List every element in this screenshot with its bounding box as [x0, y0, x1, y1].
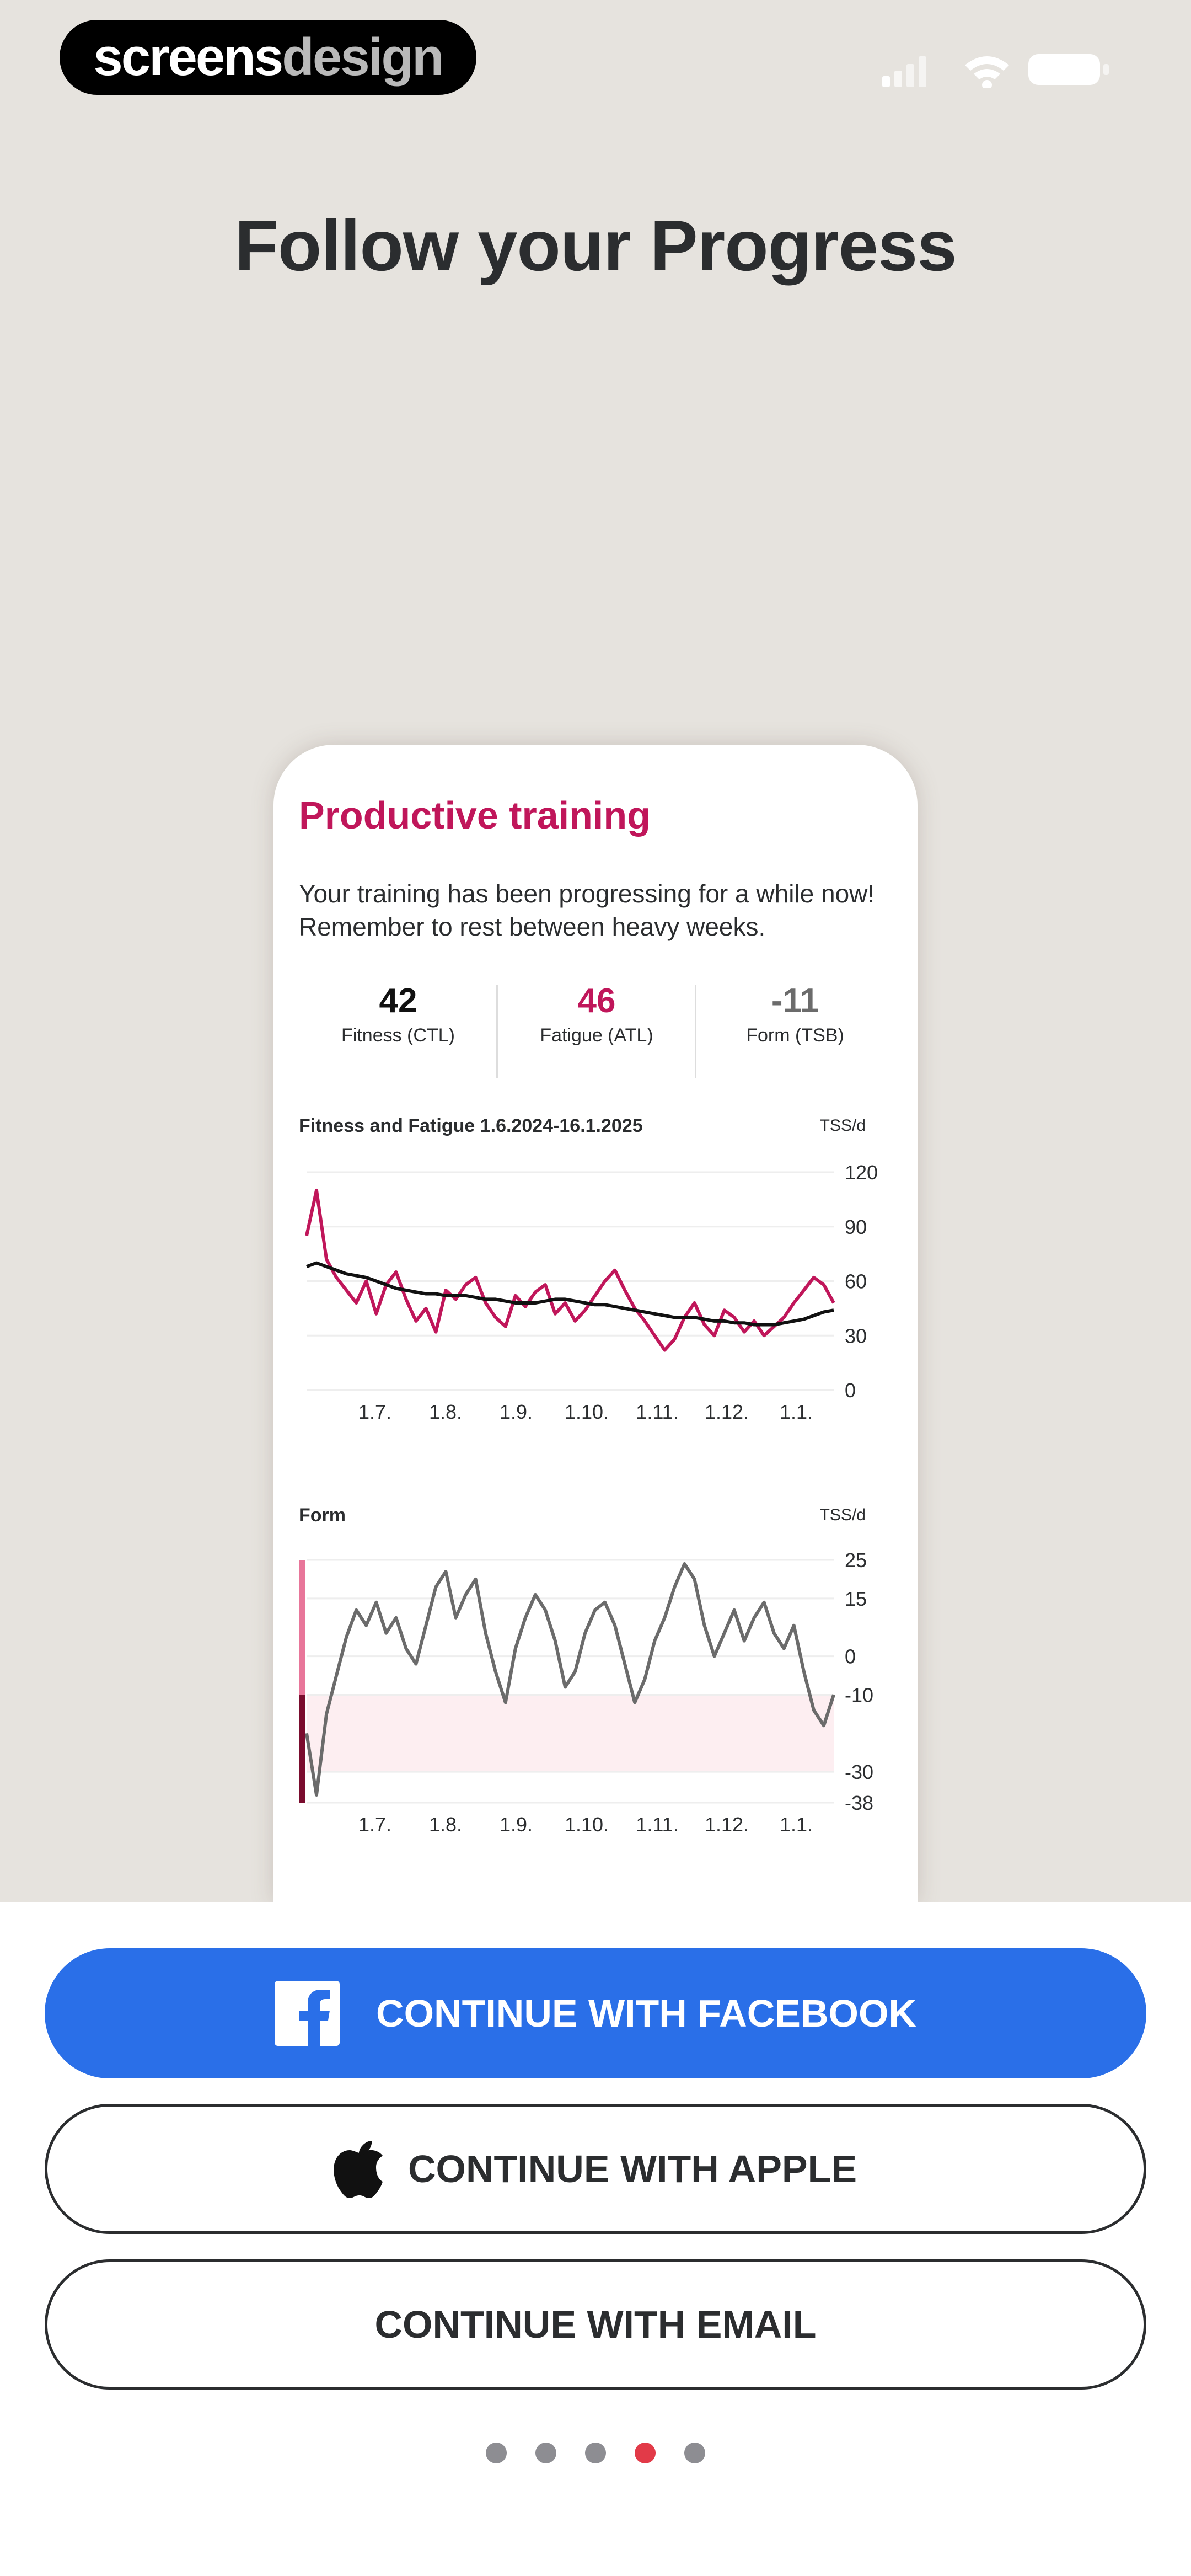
pagination-dot[interactable] [585, 2443, 606, 2463]
x-tick-label: 1.10. [565, 1813, 609, 1836]
metric-form: -11 Form (TSB) [696, 982, 894, 1046]
page-headline: Follow your Progress [234, 205, 957, 286]
pagination-dots [0, 2443, 1191, 2463]
status-bar-icons [882, 54, 1109, 88]
phone-mockup: Productive training Your training has be… [273, 745, 918, 1903]
chart1-title: Fitness and Fatigue 1.6.2024-16.1.2025 [299, 1115, 643, 1136]
form-zone-strip-dark [299, 1695, 305, 1803]
continue-with-apple-button[interactable]: CONTINUE WITH APPLE [45, 2104, 1146, 2234]
screensdesign-logo: screens design [60, 20, 476, 95]
metric-label: Form (TSB) [746, 1025, 844, 1046]
logo-word-screens: screens [93, 28, 283, 87]
x-tick-label: 1.10. [565, 1401, 609, 1423]
facebook-button-label: CONTINUE WITH FACEBOOK [376, 1992, 916, 2035]
apple-button-label: CONTINUE WITH APPLE [407, 2147, 857, 2190]
card-title: Productive training [299, 794, 651, 837]
pagination-dot-active[interactable] [635, 2443, 656, 2463]
form-band [307, 1695, 834, 1772]
x-tick-label: 1.8. [429, 1401, 462, 1423]
chart1-unit: TSS/d [819, 1116, 866, 1135]
chart2-unit: TSS/d [819, 1506, 866, 1524]
auth-sheet: CONTINUE WITH FACEBOOK CONTINUE WITH APP… [0, 1902, 1191, 2576]
y-tick-label: 90 [845, 1216, 867, 1238]
card-description: Your training has been progressing for a… [299, 879, 875, 941]
y-tick-label: 0 [845, 1645, 856, 1668]
metric-label: Fitness (CTL) [341, 1025, 455, 1046]
x-tick-label: 1.1. [780, 1813, 813, 1836]
form-chart: 25 15 0 -10 -30 -38 1.7. 1.8. 1.9. 1.10. 1.11. 1.12… [299, 1549, 873, 1836]
x-tick-label: 1.9. [500, 1401, 533, 1423]
x-tick-label: 1.7. [358, 1813, 391, 1836]
metric-value: 46 [577, 982, 616, 1020]
pagination-dot[interactable] [535, 2443, 556, 2463]
x-tick-label: 1.11. [636, 1813, 678, 1836]
y-tick-label: 120 [845, 1161, 878, 1184]
chart2-title: Form [299, 1505, 346, 1526]
y-tick-label: 30 [845, 1324, 867, 1347]
metric-label: Fatigue (ATL) [540, 1025, 653, 1046]
continue-with-email-button[interactable]: CONTINUE WITH EMAIL [45, 2259, 1146, 2390]
fitness-fatigue-chart: 120 90 60 30 0 1.7. 1.8. 1.9. 1.10. 1.11. 1.12. 1.1… [305, 1161, 878, 1423]
metric-fitness: 42 Fitness (CTL) [299, 982, 497, 1046]
cellular-signal-icon [882, 56, 926, 87]
series-line-0 [305, 1562, 835, 1797]
y-tick-label: 15 [845, 1588, 867, 1610]
logo-word-design: design [282, 28, 444, 87]
x-tick-label: 1.1. [780, 1401, 813, 1423]
metric-divider [496, 985, 498, 1078]
x-tick-label: 1.8. [429, 1813, 462, 1836]
facebook-logo-icon [275, 1981, 340, 2046]
series-line-0 [305, 1188, 835, 1352]
metric-value: 42 [379, 982, 417, 1020]
wifi-icon [965, 56, 1009, 88]
series-line-1 [305, 1261, 834, 1327]
x-tick-label: 1.11. [636, 1401, 678, 1423]
metric-value: -11 [771, 982, 819, 1020]
y-tick-label: 60 [845, 1270, 867, 1293]
y-tick-label: 0 [845, 1379, 856, 1402]
continue-with-facebook-button[interactable]: CONTINUE WITH FACEBOOK [45, 1948, 1146, 2078]
metric-fatigue: 46 Fatigue (ATL) [497, 982, 696, 1046]
apple-logo-icon [334, 2139, 385, 2199]
pagination-dot[interactable] [684, 2443, 705, 2463]
x-tick-label: 1.9. [500, 1813, 533, 1836]
y-tick-label: -30 [845, 1761, 873, 1783]
metric-divider [695, 985, 696, 1078]
y-tick-label: -38 [845, 1792, 873, 1814]
email-button-label: CONTINUE WITH EMAIL [374, 2303, 817, 2346]
battery-icon [1028, 54, 1109, 85]
y-tick-label: 25 [845, 1549, 867, 1572]
pagination-dot[interactable] [486, 2443, 507, 2463]
x-tick-label: 1.7. [358, 1401, 391, 1423]
x-tick-label: 1.12. [705, 1401, 749, 1423]
y-tick-label: -10 [845, 1684, 873, 1706]
x-tick-label: 1.12. [705, 1813, 749, 1836]
